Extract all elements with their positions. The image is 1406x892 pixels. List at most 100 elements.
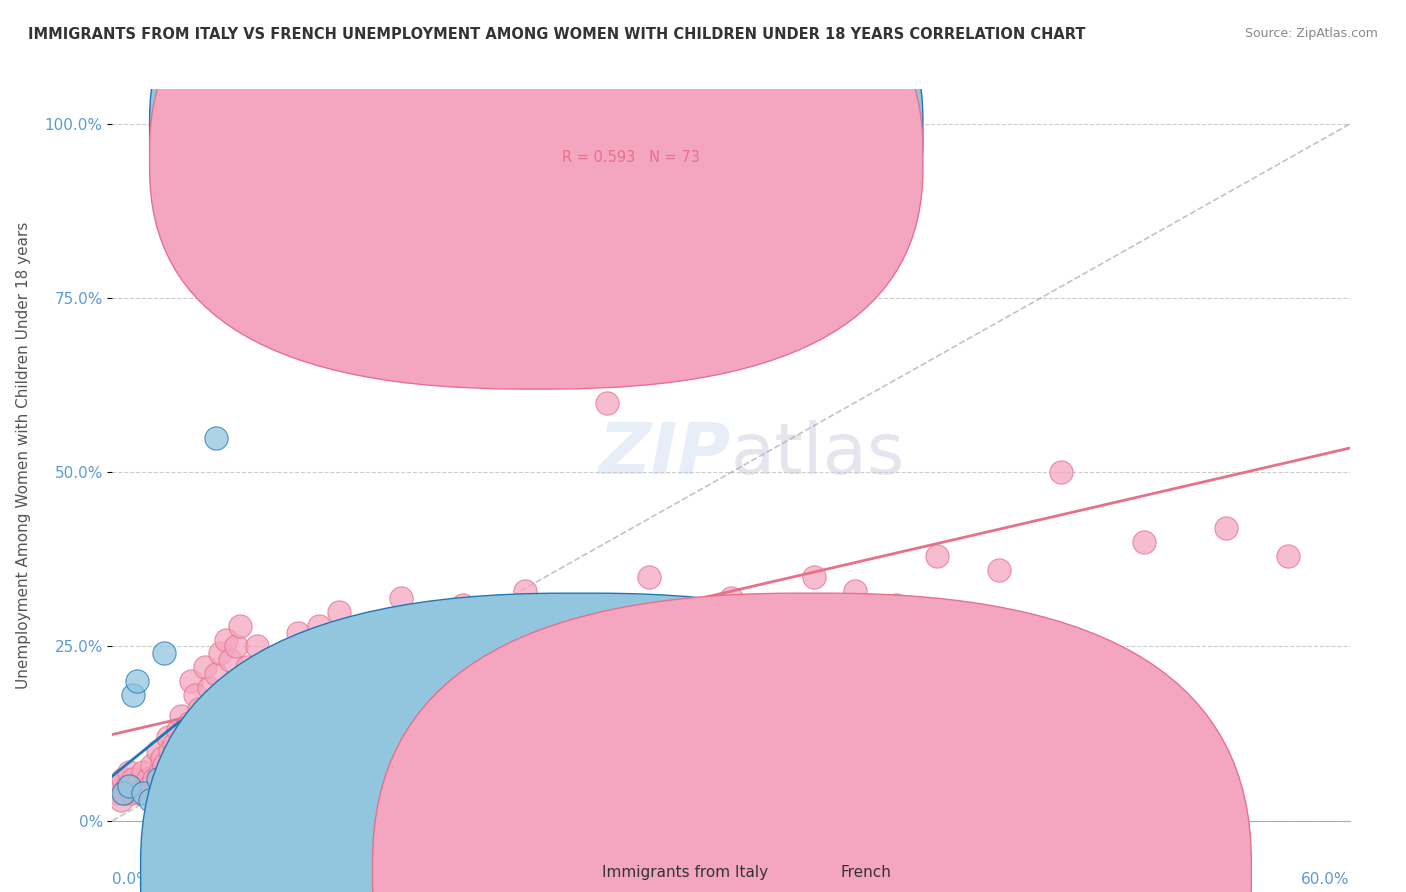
Point xyxy=(235,772,257,786)
Point xyxy=(146,772,169,786)
Point xyxy=(555,632,578,647)
Point xyxy=(204,430,226,444)
Point xyxy=(927,549,949,563)
Point xyxy=(115,779,138,793)
Point xyxy=(157,730,180,744)
Point xyxy=(169,709,191,723)
Point xyxy=(105,786,128,800)
Point xyxy=(127,779,149,793)
Text: Source: ZipAtlas.com: Source: ZipAtlas.com xyxy=(1244,27,1378,40)
Point xyxy=(180,674,202,689)
Text: R = 0.556   N = 13: R = 0.556 N = 13 xyxy=(561,120,700,136)
Point xyxy=(141,758,163,772)
Point xyxy=(136,772,159,786)
Point xyxy=(256,653,278,667)
Point xyxy=(111,786,134,800)
Point xyxy=(204,667,226,681)
Point xyxy=(411,612,433,626)
Point xyxy=(988,563,1011,577)
Point xyxy=(844,583,866,598)
Point xyxy=(1050,466,1073,480)
Point xyxy=(287,625,309,640)
Point xyxy=(107,779,129,793)
Point xyxy=(118,779,141,793)
Point xyxy=(127,674,149,689)
Point xyxy=(1215,521,1237,535)
Point xyxy=(235,660,257,674)
Point xyxy=(277,647,299,661)
Point xyxy=(328,605,350,619)
Point xyxy=(163,737,186,751)
Text: 60.0%: 60.0% xyxy=(1302,871,1350,887)
Point xyxy=(194,660,217,674)
Point xyxy=(219,653,242,667)
Point xyxy=(142,772,165,786)
Point xyxy=(153,758,176,772)
Point xyxy=(679,612,702,626)
Point xyxy=(159,744,181,758)
Point xyxy=(720,591,742,605)
Point xyxy=(173,779,195,793)
Text: R = 0.593   N = 73: R = 0.593 N = 73 xyxy=(561,150,700,165)
Point xyxy=(149,764,172,779)
Point xyxy=(308,618,330,632)
Point xyxy=(884,598,907,612)
FancyBboxPatch shape xyxy=(149,0,922,389)
Text: IMMIGRANTS FROM ITALY VS FRENCH UNEMPLOYMENT AMONG WOMEN WITH CHILDREN UNDER 18 : IMMIGRANTS FROM ITALY VS FRENCH UNEMPLOY… xyxy=(28,27,1085,42)
Point xyxy=(494,618,516,632)
Text: atlas: atlas xyxy=(731,420,905,490)
FancyBboxPatch shape xyxy=(149,0,922,359)
Point xyxy=(297,660,319,674)
Point xyxy=(389,591,412,605)
Point xyxy=(1277,549,1299,563)
Point xyxy=(132,786,155,800)
Text: French: French xyxy=(841,865,891,880)
Point xyxy=(173,730,195,744)
Point xyxy=(184,688,207,702)
Point xyxy=(432,625,454,640)
FancyBboxPatch shape xyxy=(502,93,799,210)
Text: 0.0%: 0.0% xyxy=(112,871,152,887)
Point xyxy=(184,758,207,772)
Point xyxy=(472,647,495,661)
Point xyxy=(534,605,557,619)
Point xyxy=(111,772,134,786)
Point xyxy=(229,618,252,632)
Point xyxy=(1132,535,1154,549)
Point xyxy=(761,618,783,632)
Point xyxy=(451,598,474,612)
Point xyxy=(513,583,536,598)
Point xyxy=(177,716,200,731)
Point xyxy=(110,793,132,807)
Point xyxy=(150,751,173,765)
Point xyxy=(188,702,211,716)
Point xyxy=(246,640,269,654)
Point xyxy=(242,674,264,689)
Point xyxy=(153,647,176,661)
Point xyxy=(132,764,155,779)
Point xyxy=(146,744,169,758)
Point xyxy=(225,640,247,654)
Text: ZIP: ZIP xyxy=(599,420,731,490)
Point xyxy=(128,786,150,800)
Point xyxy=(349,640,371,654)
Point xyxy=(208,647,231,661)
Point xyxy=(138,793,160,807)
Point xyxy=(596,395,619,409)
Point xyxy=(803,570,825,584)
Point xyxy=(114,786,136,800)
Text: Immigrants from Italy: Immigrants from Italy xyxy=(602,865,768,880)
Point xyxy=(118,764,141,779)
Point xyxy=(120,786,142,800)
Point xyxy=(122,688,145,702)
Point xyxy=(138,779,160,793)
Point xyxy=(637,570,659,584)
Point xyxy=(167,723,190,737)
Point xyxy=(215,632,238,647)
Y-axis label: Unemployment Among Women with Children Under 18 years: Unemployment Among Women with Children U… xyxy=(15,221,31,689)
Point xyxy=(370,618,392,632)
Point xyxy=(266,681,288,696)
Point xyxy=(198,681,221,696)
Point xyxy=(122,772,145,786)
Point xyxy=(163,772,186,786)
